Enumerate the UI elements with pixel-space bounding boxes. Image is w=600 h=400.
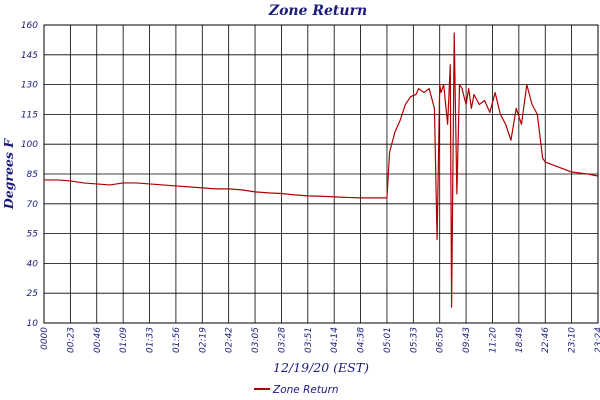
y-tick-label: 10 [27,319,39,329]
x-tick-label: 0000 [40,327,50,350]
x-tick-label: 09:43 [462,327,472,353]
x-tick-label: 00:46 [93,327,103,353]
x-tick-label: 02:42 [225,327,235,353]
x-tick-label: 00:23 [66,327,76,353]
y-tick-label: 160 [21,21,38,31]
x-tick-label: 03:05 [251,327,261,353]
y-tick-label: 25 [27,289,39,299]
y-tick-label: 145 [21,51,38,61]
x-tick-label: 04:14 [330,327,340,353]
y-axis-label: Degrees F [1,138,16,210]
x-tick-label: 01:33 [146,327,156,353]
y-tick-label: 115 [21,110,38,120]
legend-label: Zone Return [272,384,339,396]
legend: Zone Return [254,384,339,396]
x-tick-label: 02:19 [198,327,208,353]
x-tick-label: 05:01 [383,327,393,353]
x-tick-label: 06:50 [436,327,446,353]
plot-grid [43,24,599,324]
chart-title: Zone Return [268,3,367,19]
y-axis-ticks: 10 25 40 55 70 85 100 115 130 145 160 [21,21,38,329]
x-tick-label: 18:49 [515,327,525,353]
x-tick-label: 22:46 [541,327,551,353]
x-tick-label: 03:51 [304,327,314,353]
y-tick-label: 85 [27,170,39,180]
x-tick-label: 11:20 [488,327,498,353]
y-tick-label: 100 [21,140,38,150]
plot-area [43,24,599,324]
x-tick-label: 01:56 [172,327,182,353]
x-axis-label: 12/19/20 (EST) [273,360,369,375]
x-tick-label: 04:38 [357,327,367,353]
y-tick-label: 40 [27,259,39,269]
x-tick-label: 23:24 [594,327,600,353]
y-tick-label: 130 [21,81,38,91]
series-line-zone-return [44,32,599,308]
series-layer [44,32,599,308]
x-axis-ticks: 0000 00:23 00:46 01:09 01:33 01:56 02:19 02:42 0… [40,327,600,353]
x-tick-label: 23:10 [568,327,578,353]
y-tick-label: 70 [27,200,39,210]
y-tick-label: 55 [27,230,39,240]
x-tick-label: 03:28 [277,327,287,353]
x-tick-label: 05:33 [409,327,419,353]
x-tick-label: 01:09 [119,327,129,353]
